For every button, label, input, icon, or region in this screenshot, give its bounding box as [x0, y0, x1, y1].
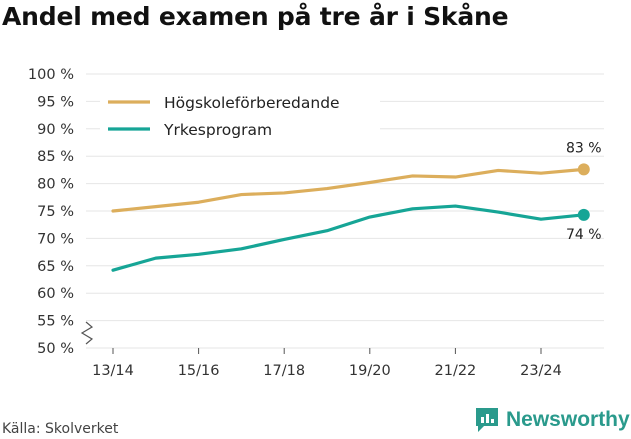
legend-background — [100, 88, 380, 144]
chart-title: Andel med examen på tre år i Skåne — [2, 2, 509, 31]
y-tick-label: 60 % — [37, 286, 74, 302]
legend: Högskoleförberedande Yrkesprogram — [100, 88, 380, 144]
x-tick-label: 21/22 — [435, 363, 477, 379]
brand-logo: Newsworthy — [474, 406, 630, 434]
legend-label: Högskoleförberedande — [164, 94, 340, 112]
series-line-1 — [111, 167, 586, 213]
y-tick-label: 55 % — [37, 314, 74, 330]
source-note: Källa: Skolverket — [2, 421, 119, 437]
x-tick-label: 19/20 — [349, 363, 391, 379]
brand-name: Newsworthy — [506, 408, 630, 431]
series-end-point-1 — [577, 163, 590, 176]
legend-label: Yrkesprogram — [163, 121, 272, 139]
x-axis-ticks: 13/14 15/16 17/18 19/20 21/22 23/24 — [92, 348, 562, 379]
series-lines — [111, 163, 590, 272]
end-value-label: 74 % — [566, 227, 602, 243]
y-tick-label: 85 % — [37, 149, 74, 165]
y-tick-label: 100 % — [28, 67, 74, 83]
y-tick-label: 50 % — [37, 341, 74, 357]
end-value-label: 83 % — [566, 140, 602, 156]
y-tick-label: 65 % — [37, 259, 74, 275]
y-tick-label: 75 % — [37, 204, 74, 220]
y-tick-label: 80 % — [37, 177, 74, 193]
y-axis-ticks: 50 % 55 % 60 % 65 % 70 % 75 % 80 % 85 % 90 % 95 %… — [28, 67, 74, 357]
x-tick-label: 15/16 — [178, 363, 220, 379]
series-end-point-2 — [577, 208, 590, 221]
y-tick-label: 95 % — [37, 94, 74, 110]
newsworthy-logo-icon — [476, 408, 498, 432]
y-tick-label: 70 % — [37, 231, 74, 247]
y-axis-break-icon — [80, 321, 94, 345]
y-tick-label: 90 % — [37, 122, 74, 138]
end-labels: 83 % 74 % — [566, 140, 602, 242]
x-tick-label: 17/18 — [263, 363, 305, 379]
x-tick-label: 13/14 — [92, 363, 134, 379]
axis-break-zigzag — [80, 321, 94, 345]
x-tick-label: 23/24 — [520, 363, 562, 379]
series-line-2 — [111, 204, 586, 272]
